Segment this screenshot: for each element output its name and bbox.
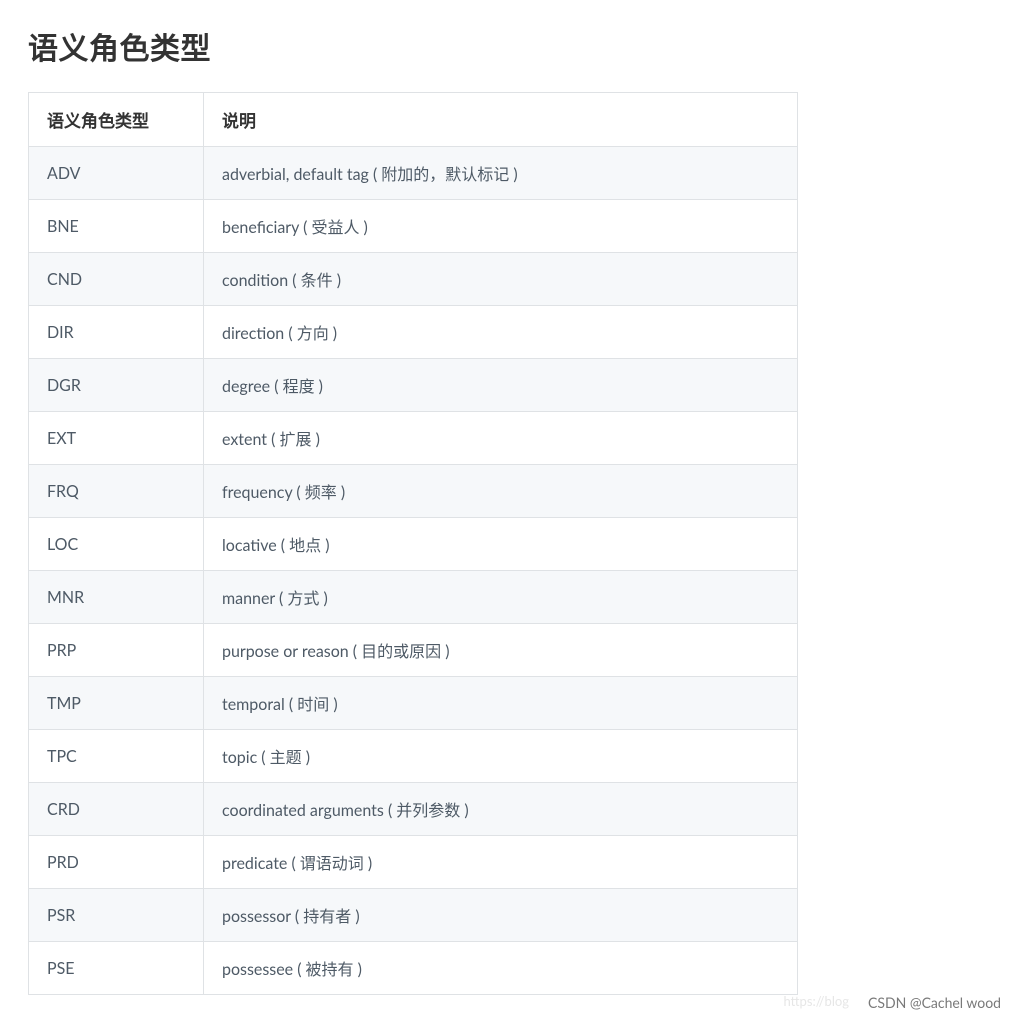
column-header-desc: 说明 [204, 93, 798, 147]
role-code: BNE [29, 200, 204, 253]
table-row: LOC locative ( 地点 ) [29, 518, 798, 571]
role-code: DGR [29, 359, 204, 412]
table-row: DIR direction ( 方向 ) [29, 306, 798, 359]
table-row: PRP purpose or reason ( 目的或原因 ) [29, 624, 798, 677]
semantic-roles-table: 语义角色类型 说明 ADV adverbial, default tag ( 附… [28, 92, 798, 995]
role-code: PSE [29, 942, 204, 995]
table-row: TPC topic ( 主题 ) [29, 730, 798, 783]
table-row: BNE beneficiary ( 受益人 ) [29, 200, 798, 253]
table-row: CRD coordinated arguments ( 并列参数 ) [29, 783, 798, 836]
role-code: DIR [29, 306, 204, 359]
role-desc: extent ( 扩展 ) [204, 412, 798, 465]
role-code: LOC [29, 518, 204, 571]
table-row: TMP temporal ( 时间 ) [29, 677, 798, 730]
role-code: PSR [29, 889, 204, 942]
table-row: MNR manner ( 方式 ) [29, 571, 798, 624]
role-code: MNR [29, 571, 204, 624]
table-row: PSR possessor ( 持有者 ) [29, 889, 798, 942]
role-desc: purpose or reason ( 目的或原因 ) [204, 624, 798, 677]
role-desc: frequency ( 频率 ) [204, 465, 798, 518]
table-row: PSE possessee ( 被持有 ) [29, 942, 798, 995]
role-desc: predicate ( 谓语动词 ) [204, 836, 798, 889]
role-code: PRD [29, 836, 204, 889]
role-desc: degree ( 程度 ) [204, 359, 798, 412]
table-row: PRD predicate ( 谓语动词 ) [29, 836, 798, 889]
role-desc: possessor ( 持有者 ) [204, 889, 798, 942]
role-desc: coordinated arguments ( 并列参数 ) [204, 783, 798, 836]
table-row: ADV adverbial, default tag ( 附加的，默认标记 ) [29, 147, 798, 200]
watermark: CSDN @Cachel wood [868, 994, 1001, 1011]
role-desc: locative ( 地点 ) [204, 518, 798, 571]
page-title: 语义角色类型 [28, 24, 991, 68]
role-desc: adverbial, default tag ( 附加的，默认标记 ) [204, 147, 798, 200]
table-row: CND condition ( 条件 ) [29, 253, 798, 306]
table-header-row: 语义角色类型 说明 [29, 93, 798, 147]
role-code: FRQ [29, 465, 204, 518]
column-header-type: 语义角色类型 [29, 93, 204, 147]
table-row: FRQ frequency ( 频率 ) [29, 465, 798, 518]
role-code: EXT [29, 412, 204, 465]
role-code: CND [29, 253, 204, 306]
role-code: ADV [29, 147, 204, 200]
role-desc: possessee ( 被持有 ) [204, 942, 798, 995]
role-code: TPC [29, 730, 204, 783]
table-row: DGR degree ( 程度 ) [29, 359, 798, 412]
table-body: ADV adverbial, default tag ( 附加的，默认标记 ) … [29, 147, 798, 995]
role-code: CRD [29, 783, 204, 836]
role-desc: topic ( 主题 ) [204, 730, 798, 783]
role-desc: beneficiary ( 受益人 ) [204, 200, 798, 253]
role-code: TMP [29, 677, 204, 730]
role-desc: manner ( 方式 ) [204, 571, 798, 624]
role-desc: direction ( 方向 ) [204, 306, 798, 359]
role-code: PRP [29, 624, 204, 677]
role-desc: condition ( 条件 ) [204, 253, 798, 306]
role-desc: temporal ( 时间 ) [204, 677, 798, 730]
table-row: EXT extent ( 扩展 ) [29, 412, 798, 465]
watermark-faint: https://blog [783, 993, 849, 1009]
